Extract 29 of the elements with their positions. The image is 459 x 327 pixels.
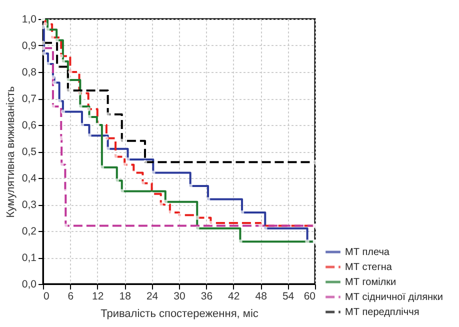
y-tick-label: 0,3 (22, 199, 37, 211)
y-tick-label: 0,7 (22, 93, 37, 105)
x-tick-label: 60 (304, 290, 316, 302)
x-tick-label: 42 (228, 290, 240, 302)
x-tick-label: 36 (200, 290, 213, 302)
x-tick-label: 12 (92, 290, 104, 302)
y-tick-label: 0,8 (22, 66, 37, 78)
y-tick-label: 0,6 (22, 120, 37, 132)
x-tick-label: 18 (119, 290, 132, 302)
x-tick-label: 24 (146, 290, 158, 302)
y-tick-label: 0,9 (22, 40, 37, 52)
legend-label: МТ сідничної ділянки (345, 292, 444, 303)
x-axis-title: Тривалість спостереження, міс (100, 308, 259, 320)
y-tick-label: 0,4 (22, 172, 37, 184)
x-tick-label: 6 (68, 290, 74, 302)
x-tick-label: 54 (282, 290, 294, 302)
x-tick-label: 0 (44, 290, 50, 302)
x-tick-label: 48 (255, 290, 268, 302)
y-axis-title: Кумулятивна виживаність (4, 86, 17, 218)
legend-label: МТ стегна (345, 262, 392, 273)
y-tick-label: 0,1 (22, 252, 37, 264)
legend-label: МТ гомілки (345, 277, 396, 288)
y-tick-label: 0,2 (22, 226, 37, 238)
y-tick-label: 1,0 (22, 14, 37, 26)
y-tick-label: 0,0 (22, 278, 37, 290)
legend-label: МТ плеча (345, 247, 390, 258)
legend-label: МТ передпліччя (345, 307, 420, 318)
x-tick-label: 30 (174, 290, 186, 302)
y-tick-label: 0,5 (22, 146, 37, 158)
